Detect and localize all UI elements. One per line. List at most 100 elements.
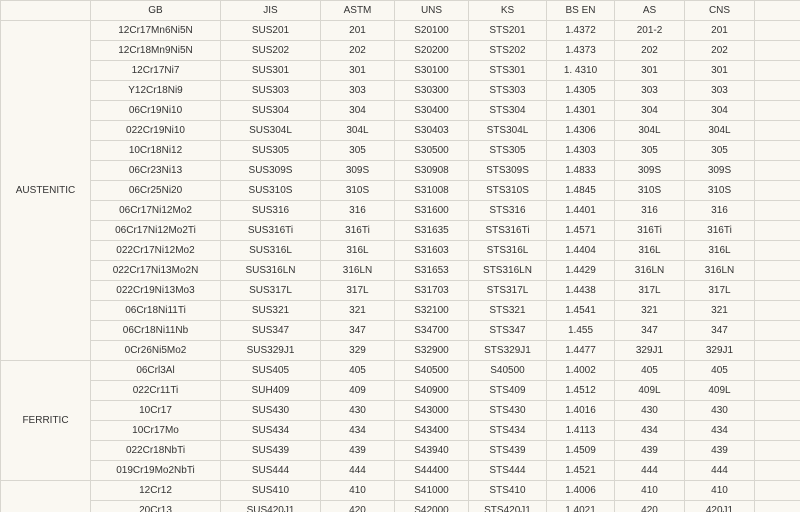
data-cell: SUS316 bbox=[221, 201, 321, 221]
header-jis: JIS bbox=[221, 1, 321, 21]
data-cell: STS329J1 bbox=[469, 341, 547, 361]
data-cell: 1.4571 bbox=[547, 221, 615, 241]
table-row: 12Cr17Ni7SUS301301S30100STS3011. 4310301… bbox=[1, 61, 800, 81]
data-cell: SUS316LN bbox=[221, 261, 321, 281]
data-cell: 06Cr25Ni20 bbox=[91, 181, 221, 201]
data-cell: 305 bbox=[321, 141, 395, 161]
pad-cell bbox=[755, 501, 800, 512]
data-cell: S40500 bbox=[469, 361, 547, 381]
steel-grades-table: GB JIS ASTM UNS KS BS EN AS CNS AUSTENIT… bbox=[0, 0, 800, 512]
data-cell: 1.4372 bbox=[547, 21, 615, 41]
data-cell: 309S bbox=[615, 161, 685, 181]
data-cell: 022Cr11Ti bbox=[91, 381, 221, 401]
data-cell: 304L bbox=[685, 121, 755, 141]
table-row: 022Cr19Ni10SUS304L304LS30403STS304L1.430… bbox=[1, 121, 800, 141]
data-cell: 420 bbox=[321, 501, 395, 512]
data-cell: 405 bbox=[615, 361, 685, 381]
data-cell: STS420J1 bbox=[469, 501, 547, 512]
data-cell: 316Ti bbox=[321, 221, 395, 241]
data-cell: 1.4002 bbox=[547, 361, 615, 381]
data-cell: SUS201 bbox=[221, 21, 321, 41]
data-cell: 1.4833 bbox=[547, 161, 615, 181]
data-cell: SUS347 bbox=[221, 321, 321, 341]
pad-cell bbox=[755, 141, 800, 161]
data-cell: 303 bbox=[685, 81, 755, 101]
table-row: 10Cr18Ni12SUS305305S30500STS3051.4303305… bbox=[1, 141, 800, 161]
table-header: GB JIS ASTM UNS KS BS EN AS CNS bbox=[1, 1, 800, 21]
data-cell: S32100 bbox=[395, 301, 469, 321]
data-cell: 410 bbox=[615, 481, 685, 501]
data-cell: 410 bbox=[321, 481, 395, 501]
pad-cell bbox=[755, 441, 800, 461]
data-cell: S31600 bbox=[395, 201, 469, 221]
data-cell: 316L bbox=[685, 241, 755, 261]
data-cell: STS434 bbox=[469, 421, 547, 441]
table-row: 06Cr17Ni12Mo2TiSUS316Ti316TiS31635STS316… bbox=[1, 221, 800, 241]
pad-cell bbox=[755, 261, 800, 281]
data-cell: 201 bbox=[321, 21, 395, 41]
pad-cell bbox=[755, 381, 800, 401]
pad-cell bbox=[755, 341, 800, 361]
data-cell: SUS439 bbox=[221, 441, 321, 461]
data-cell: 201 bbox=[685, 21, 755, 41]
pad-cell bbox=[755, 361, 800, 381]
data-cell: 1.4404 bbox=[547, 241, 615, 261]
table-body: AUSTENITIC12Cr17Mn6Ni5NSUS201201S20100ST… bbox=[1, 21, 800, 512]
data-cell: 303 bbox=[615, 81, 685, 101]
data-cell: S31703 bbox=[395, 281, 469, 301]
header-uns: UNS bbox=[395, 1, 469, 21]
pad-cell bbox=[755, 61, 800, 81]
data-cell: 310S bbox=[685, 181, 755, 201]
data-cell: S40500 bbox=[395, 361, 469, 381]
data-cell: 439 bbox=[685, 441, 755, 461]
table-row: 0Cr26Ni5Mo2SUS329J1329S32900STS329J11.44… bbox=[1, 341, 800, 361]
data-cell: SUS316L bbox=[221, 241, 321, 261]
data-cell: SUS434 bbox=[221, 421, 321, 441]
data-cell: S30403 bbox=[395, 121, 469, 141]
data-cell: 434 bbox=[615, 421, 685, 441]
data-cell: 420 bbox=[615, 501, 685, 512]
data-cell: SUH409 bbox=[221, 381, 321, 401]
data-cell: STS316 bbox=[469, 201, 547, 221]
table-row: 06Cr19Ni10SUS304304S30400STS3041.4301304… bbox=[1, 101, 800, 121]
table-row: 019Cr19Mo2NbTiSUS444444S44400STS4441.452… bbox=[1, 461, 800, 481]
data-cell: SUS316Ti bbox=[221, 221, 321, 241]
data-cell: SUS410 bbox=[221, 481, 321, 501]
pad-cell bbox=[755, 281, 800, 301]
data-cell: 20Cr13 bbox=[91, 501, 221, 512]
data-cell: 301 bbox=[321, 61, 395, 81]
data-cell: 304 bbox=[615, 101, 685, 121]
data-cell: 10Cr18Ni12 bbox=[91, 141, 221, 161]
pad-cell bbox=[755, 81, 800, 101]
data-cell: 12Cr18Mn9Ni5N bbox=[91, 41, 221, 61]
data-cell: 305 bbox=[685, 141, 755, 161]
data-cell: SUS310S bbox=[221, 181, 321, 201]
data-cell: 420J1 bbox=[685, 501, 755, 512]
pad-cell bbox=[755, 461, 800, 481]
data-cell: S34700 bbox=[395, 321, 469, 341]
data-cell: S30500 bbox=[395, 141, 469, 161]
data-cell: SUS303 bbox=[221, 81, 321, 101]
table-row: MARTENSITIC12Cr12SUS410410S41000STS4101.… bbox=[1, 481, 800, 501]
category-cell: MARTENSITIC bbox=[1, 481, 91, 512]
data-cell: S31635 bbox=[395, 221, 469, 241]
table-row: Y12Cr18Ni9SUS303303S30300STS3031.4305303… bbox=[1, 81, 800, 101]
data-cell: 316L bbox=[321, 241, 395, 261]
header-as: AS bbox=[615, 1, 685, 21]
data-cell: STS309S bbox=[469, 161, 547, 181]
data-cell: STS303 bbox=[469, 81, 547, 101]
data-cell: STS316Ti bbox=[469, 221, 547, 241]
data-cell: 316 bbox=[685, 201, 755, 221]
table-row: 06Cr18Ni11NbSUS347347S34700STS3471.45534… bbox=[1, 321, 800, 341]
data-cell: 316LN bbox=[685, 261, 755, 281]
data-cell: S32900 bbox=[395, 341, 469, 361]
data-cell: 444 bbox=[615, 461, 685, 481]
pad-cell bbox=[755, 21, 800, 41]
data-cell: 303 bbox=[321, 81, 395, 101]
header-gb: GB bbox=[91, 1, 221, 21]
data-cell: 202 bbox=[321, 41, 395, 61]
table-row: 022Cr17Ni12Mo2SUS316L316LS31603STS316L1.… bbox=[1, 241, 800, 261]
data-cell: S43400 bbox=[395, 421, 469, 441]
data-cell: SUS317L bbox=[221, 281, 321, 301]
data-cell: SUS202 bbox=[221, 41, 321, 61]
